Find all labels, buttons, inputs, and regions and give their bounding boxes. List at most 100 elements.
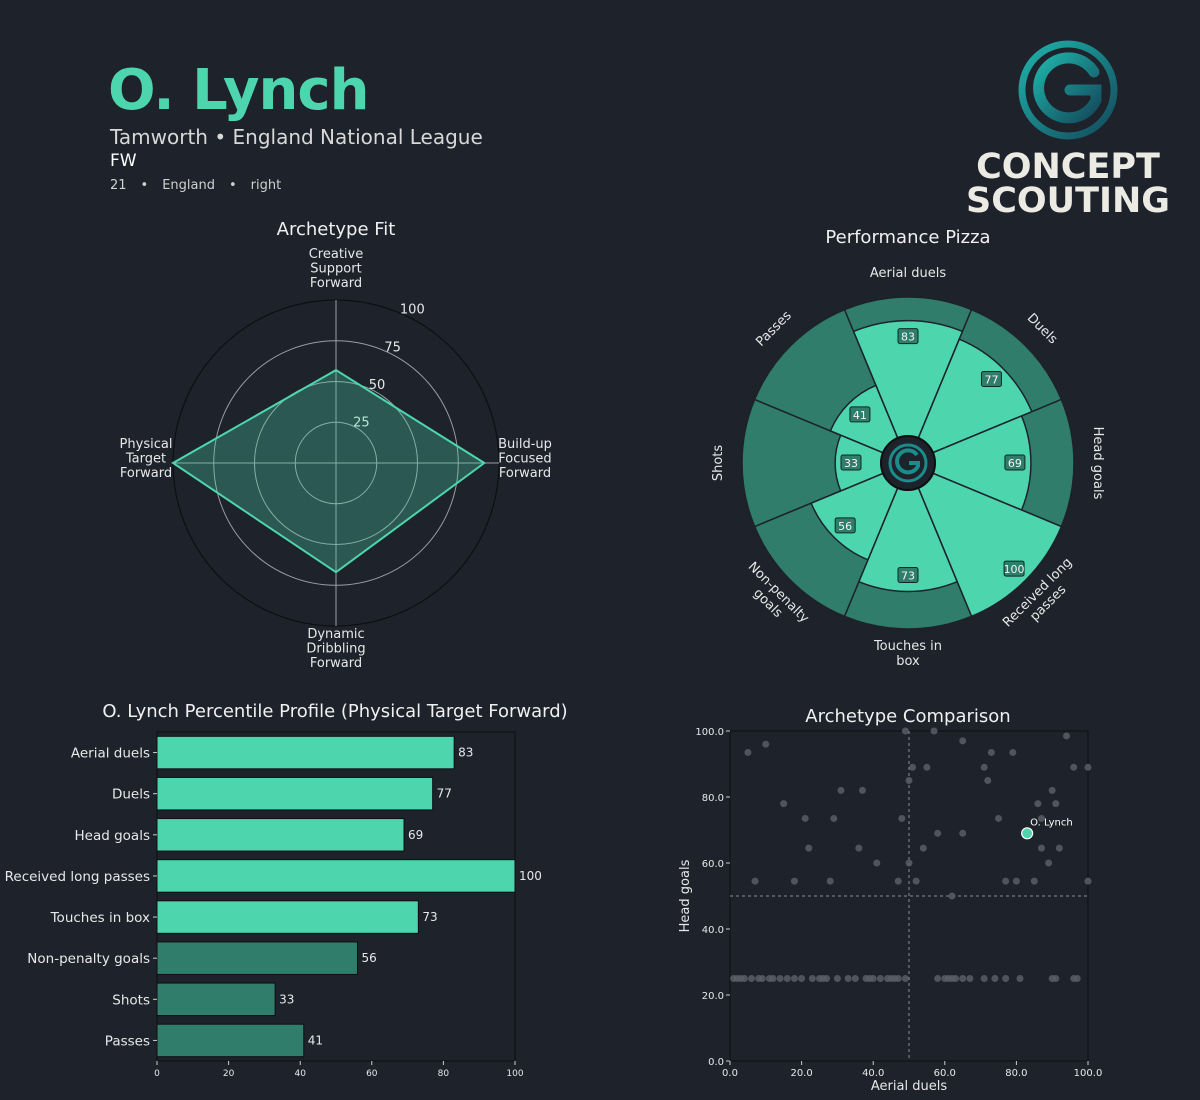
player-nation: England (162, 178, 215, 193)
player-position: FW (110, 151, 137, 171)
scatter-point (959, 829, 967, 837)
bar-value-label: 73 (422, 910, 437, 924)
scatter-point (837, 786, 845, 794)
scatter-point (758, 975, 766, 982)
archetype-comparison-scatter: Archetype Comparison O. Lynch 0.0 20.0 40.0… (678, 706, 1103, 1094)
pizza-value-label: 77 (980, 371, 1002, 388)
bar-aerial-duels (156, 735, 455, 770)
scatter-point (912, 877, 920, 885)
bar-non-penalty-goals (156, 941, 358, 975)
scatter-point (1016, 975, 1024, 982)
scatter-point (776, 975, 784, 982)
player-foot: right (250, 178, 282, 193)
radar-axis-label: Physical Target Forward (120, 437, 173, 481)
league-name: England National League (232, 125, 483, 149)
club-separator: • (207, 125, 233, 149)
scatter-point (980, 763, 988, 771)
bar-category-label: Aerial duels (71, 746, 150, 762)
bar-x-tick-label: 100 (506, 1069, 523, 1079)
bar-value-label: 41 (308, 1033, 323, 1047)
radar-ring-label: 25 (353, 416, 370, 431)
pizza-value-badge (834, 517, 856, 534)
pizza-value-badge (840, 454, 862, 471)
pizza-value-label: 73 (897, 566, 919, 583)
pizza-value-text: 69 (1008, 457, 1022, 470)
scatter-point (833, 975, 841, 982)
scatter-point (744, 748, 752, 756)
scatter-point (1055, 844, 1063, 852)
concept-scouting-logo: CONCEPT SCOUTING (968, 40, 1168, 221)
scatter-point (1045, 859, 1053, 867)
scatter-point (780, 800, 788, 808)
scatter-point (808, 975, 816, 982)
scatter-point (1052, 800, 1060, 808)
bar-touches-in-box (156, 900, 419, 934)
percentile-profile-bar-chart: O. Lynch Percentile Profile (Physical Ta… (5, 701, 568, 1079)
pizza-value-label: 56 (834, 517, 856, 534)
scatter-point (987, 748, 995, 756)
scatter-x-tick-label: 80.0 (1005, 1068, 1027, 1079)
bar-plot-frame (156, 731, 516, 1062)
pizza-value-text: 73 (901, 569, 915, 582)
bar-value-label: 33 (279, 992, 294, 1006)
scatter-point (930, 727, 938, 735)
pizza-center-logo-icon (888, 443, 928, 483)
club-line: Tamworth • England National League (110, 125, 483, 149)
scatter-x-tick-label: 100.0 (1074, 1068, 1103, 1079)
radar-ring-label: 50 (369, 378, 386, 393)
scatter-point (905, 777, 913, 784)
scatter-x-tick-label: 0.0 (722, 1068, 738, 1079)
scatter-point (1037, 844, 1045, 852)
player-meta: 21 • England • right (110, 178, 281, 193)
player-age: 21 (110, 178, 127, 193)
scatter-point (855, 844, 863, 852)
bar-category-label: Passes (105, 1033, 150, 1049)
scatter-point (790, 975, 798, 982)
scatter-point (1048, 786, 1056, 794)
pizza-value-badge (897, 566, 919, 583)
pizza-title: Performance Pizza (825, 227, 990, 248)
bar-category-label: Non-penalty goals (27, 951, 150, 967)
pizza-value-badge (849, 406, 871, 423)
bar-value-label: 56 (361, 951, 376, 965)
scatter-point (1063, 732, 1071, 740)
scatter-point (1012, 877, 1020, 885)
pizza-value-text: 33 (844, 457, 858, 470)
pizza-value-label: 41 (849, 406, 871, 423)
bar-category-label: Received long passes (5, 869, 150, 885)
pizza-center-logo-ring (888, 443, 928, 483)
scatter-point (798, 975, 806, 982)
pizza-slice-label: Aerial duels (870, 266, 946, 281)
scatter-point (894, 975, 902, 982)
scatter-point (984, 777, 992, 784)
scatter-point (873, 859, 881, 867)
scatter-point (826, 877, 834, 885)
scatter-point (901, 975, 909, 982)
bar-x-tick-label: 40 (294, 1069, 306, 1079)
scatter-point (762, 740, 770, 748)
scatter-point (1070, 763, 1078, 771)
bar-x-tick-label: 20 (223, 1069, 235, 1079)
scatter-point (934, 975, 942, 982)
radar-axis-label: Dynamic Dribbling Forward (306, 627, 365, 671)
bar-x-tick-label: 60 (366, 1069, 378, 1079)
logo-mark-icon (1018, 40, 1118, 140)
pizza-value-badge (1003, 560, 1025, 577)
scatter-point (858, 786, 866, 794)
scatter-point (980, 975, 988, 982)
scatter-point (894, 877, 902, 885)
scatter-point (1037, 814, 1045, 822)
scatter-point (991, 975, 999, 982)
scatter-point (919, 844, 927, 852)
radar-axis-label: Build-up Focused Forward (498, 437, 552, 481)
pizza-slice-label: Passes (753, 308, 795, 350)
scatter-y-tick-label: 100.0 (695, 727, 724, 738)
scatter-x-tick-label: 40.0 (862, 1068, 884, 1079)
scatter-point (1009, 748, 1017, 756)
player-name: O. Lynch (108, 58, 369, 123)
pizza-value-text: 77 (984, 374, 998, 387)
scatter-point (830, 814, 838, 822)
scatter-point (934, 829, 942, 837)
scatter-y-tick-label: 60.0 (702, 859, 724, 870)
pizza-value-badge (980, 371, 1002, 388)
